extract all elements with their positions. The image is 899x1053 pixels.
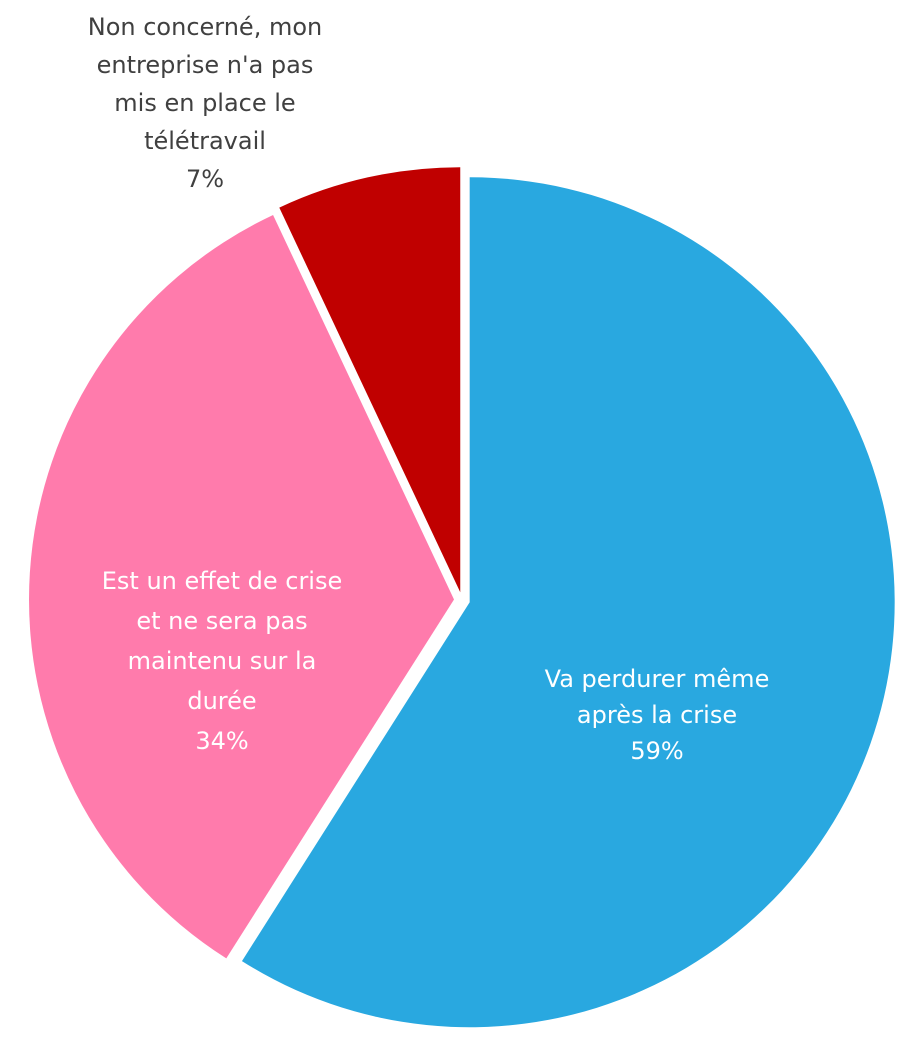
label-line: et ne sera pas [136,607,307,635]
slice-label: Est un effet de crise et ne sera pas maint… [102,567,343,715]
value-label: 34% [195,727,248,755]
label-line: entreprise n'a pas [97,51,314,79]
value-label: 7% [186,165,224,193]
label-line: durée [187,687,256,715]
label-line: maintenu sur la [128,647,317,675]
slice-label: Non concerné, mon entreprise n'a pas mis e… [88,13,322,155]
label-line: mis en place le [114,89,295,117]
label-line: après la crise [577,701,737,729]
pie-slice [29,214,455,959]
label-line: Est un effet de crise [102,567,343,595]
pie-slice [279,167,461,593]
pie-slice [241,177,895,1028]
label-line: Va perdurer même [545,665,770,693]
label-line: Non concerné, mon [88,13,322,41]
slice-label: Va perdurer même après la crise [545,665,770,729]
label-line: télétravail [144,127,266,155]
value-label: 59% [630,737,683,765]
